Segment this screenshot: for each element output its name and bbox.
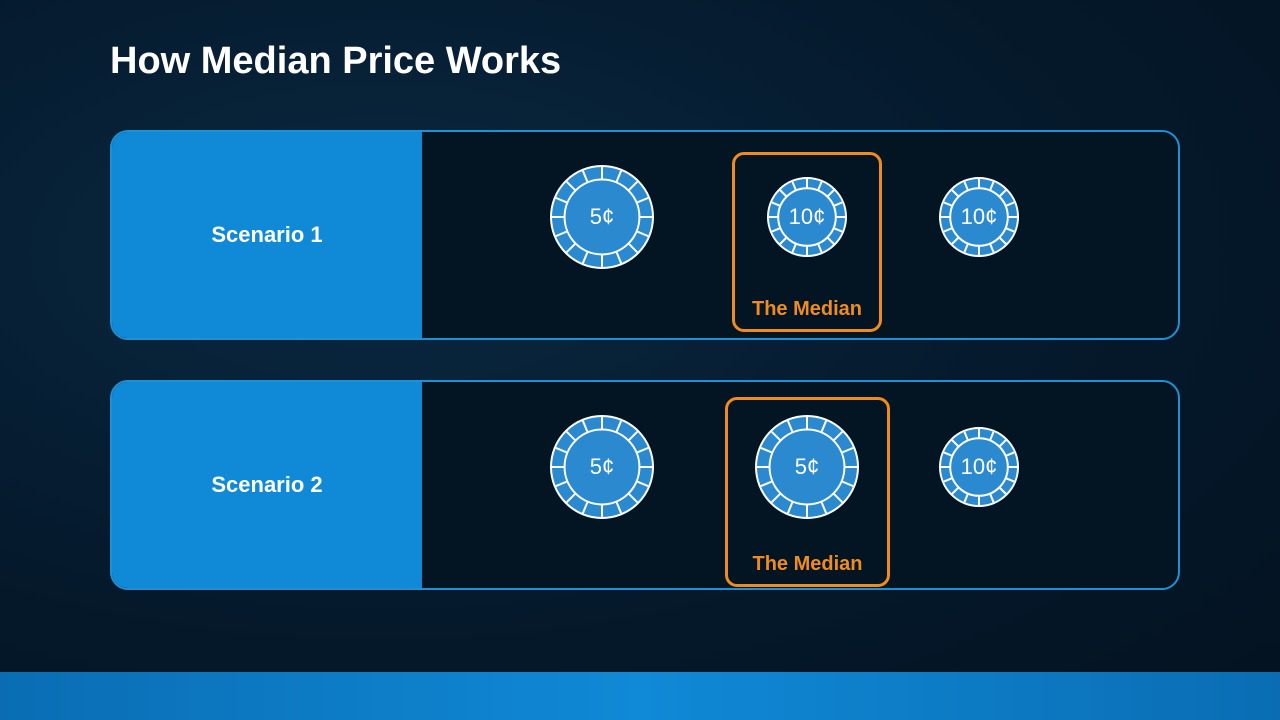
poker-chip-icon: 5¢ bbox=[550, 415, 654, 519]
poker-chip-icon: 5¢ bbox=[550, 165, 654, 269]
scenario-panel-1: Scenario 1 The Median 5¢ 10¢ 10¢ bbox=[110, 130, 1180, 340]
chips-area-1: The Median 5¢ 10¢ 10¢ bbox=[422, 132, 1178, 338]
poker-chip-icon: 10¢ bbox=[939, 427, 1019, 507]
poker-chip-icon: 10¢ bbox=[767, 177, 847, 257]
scenario-label-2: Scenario 2 bbox=[112, 382, 422, 588]
median-label: The Median bbox=[735, 298, 879, 321]
page-title: How Median Price Works bbox=[110, 40, 561, 83]
chips-area-2: The Median 5¢ 5¢ 10¢ bbox=[422, 382, 1178, 588]
poker-chip-icon: 10¢ bbox=[939, 177, 1019, 257]
footer-bar bbox=[0, 672, 1280, 720]
median-label: The Median bbox=[728, 553, 887, 576]
poker-chip-icon: 5¢ bbox=[755, 415, 859, 519]
scenario-label-1: Scenario 1 bbox=[112, 132, 422, 338]
scenario-panel-2: Scenario 2 The Median 5¢ 5¢ 10¢ bbox=[110, 380, 1180, 590]
